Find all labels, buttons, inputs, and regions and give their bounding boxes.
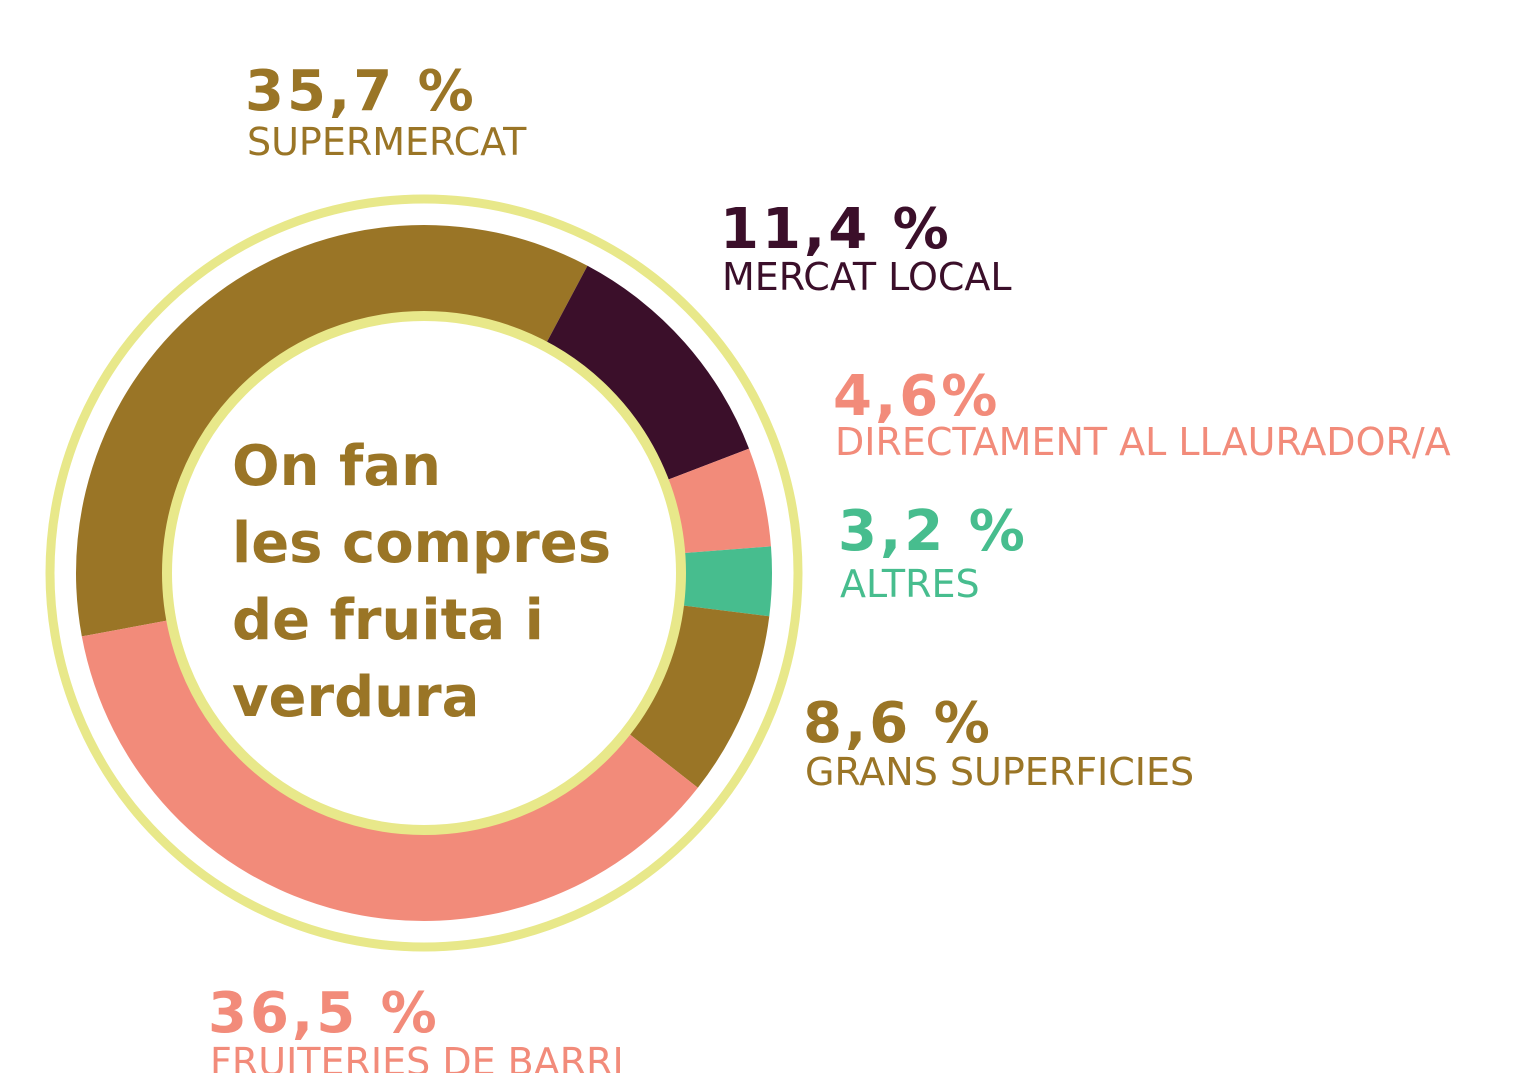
category-label: SUPERMERCAT — [247, 120, 527, 164]
category-label: FRUITERIES DE BARRI — [210, 1040, 624, 1073]
category-label: GRANS SUPERFICIES — [805, 750, 1194, 794]
value-label: 36,5 % — [208, 981, 440, 1046]
slice — [659, 448, 771, 554]
slice — [81, 618, 698, 921]
value-label: 3,2 % — [838, 499, 1028, 564]
chart-title: les compres — [232, 511, 611, 576]
chart-title: de fruita i — [232, 588, 544, 653]
slice — [622, 604, 770, 788]
value-label: 11,4 % — [720, 197, 952, 262]
outer-ring — [45, 194, 803, 952]
slice — [542, 265, 750, 483]
chart-title: verdura — [232, 665, 479, 730]
category-label: MERCAT LOCAL — [722, 255, 1012, 299]
slice — [76, 225, 588, 637]
value-label: 4,6% — [833, 364, 1000, 429]
chart-title: On fan — [232, 434, 441, 499]
value-label: 8,6 % — [803, 691, 993, 756]
category-label: DIRECTAMENT AL LLAURADOR/A — [835, 420, 1451, 464]
category-label: ALTRES — [840, 562, 980, 606]
value-label: 35,7 % — [245, 59, 477, 124]
inner-ring — [162, 311, 686, 835]
slice — [674, 546, 772, 617]
